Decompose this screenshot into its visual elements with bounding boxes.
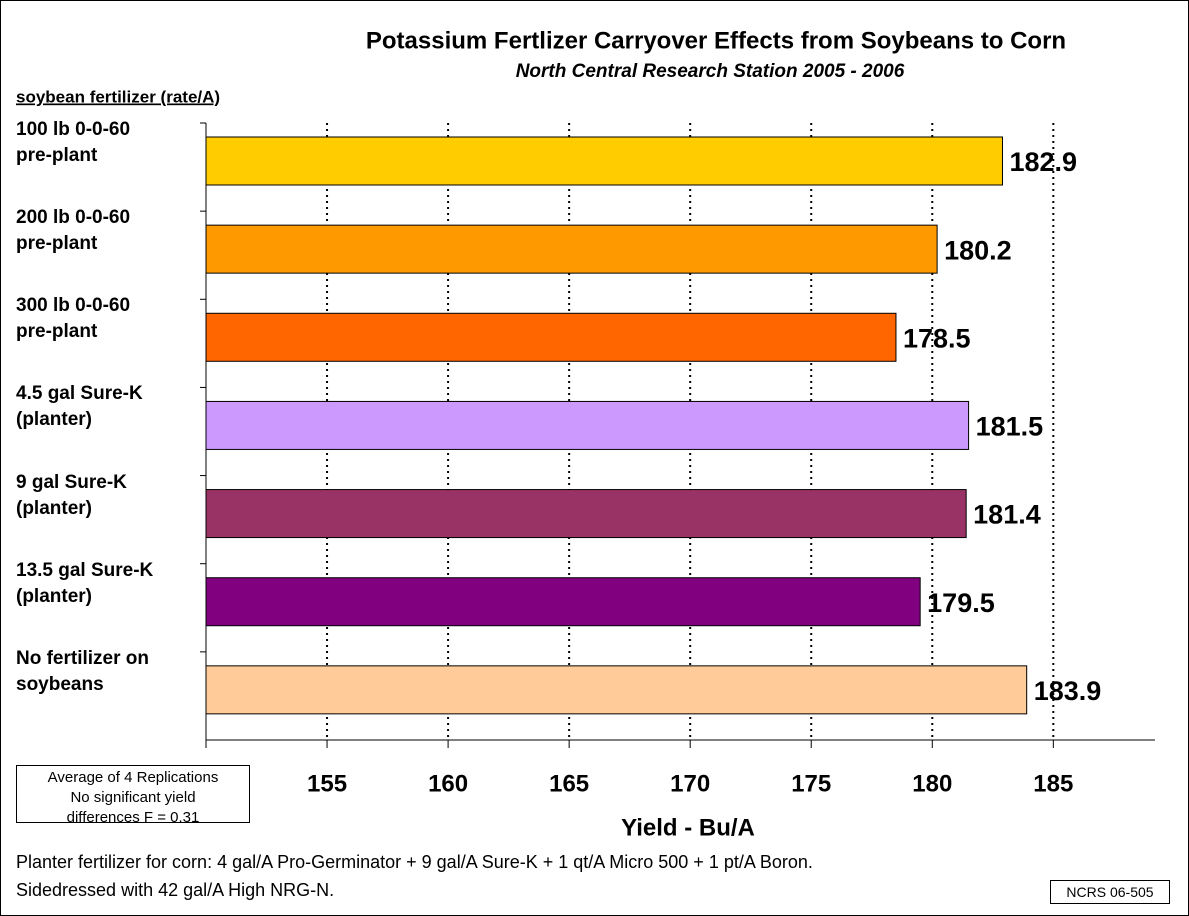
bar xyxy=(205,577,921,627)
x-tick-label: 180 xyxy=(912,770,952,797)
value-label: 180.2 xyxy=(944,235,1012,265)
y-tick-label: 13.5 gal Sure-K (planter) xyxy=(16,559,154,607)
x-tick-label: 175 xyxy=(791,770,831,797)
y-tick-label: 200 lb 0-0-60 pre-plant xyxy=(16,207,131,255)
bar xyxy=(205,665,1028,715)
code-box: NCRS 06-505 xyxy=(1050,880,1170,904)
y-tick-label: 4.5 gal Sure-K (planter) xyxy=(16,383,143,431)
x-tick-label: 155 xyxy=(307,770,347,797)
annotation-box: Average of 4 Replications No significant… xyxy=(16,765,250,826)
y-tick-label: 9 gal Sure-K (planter) xyxy=(16,471,127,519)
x-tick-label: 185 xyxy=(1033,770,1073,797)
bar xyxy=(205,400,970,450)
annotation-line: No significant yield xyxy=(70,789,196,806)
x-tick-label: 160 xyxy=(428,770,468,797)
chart-title: Potassium Fertlizer Carryover Effects fr… xyxy=(366,27,1066,54)
bar xyxy=(205,136,1003,186)
value-label: 183.9 xyxy=(1034,676,1102,706)
chart-subtitle: North Central Research Station 2005 - 20… xyxy=(516,61,905,82)
bar xyxy=(205,224,938,274)
y-tick-label: 300 lb 0-0-60 pre-plant xyxy=(16,295,131,343)
y-tick-label: No fertilizer on soybeans xyxy=(16,647,150,695)
x-tick-label: 170 xyxy=(670,770,710,797)
footnote: Planter fertilizer for corn: 4 gal/A Pro… xyxy=(16,852,813,872)
value-label: 181.5 xyxy=(976,412,1044,442)
y-tick-label: 100 lb 0-0-60 pre-plant xyxy=(16,119,131,166)
annotation-line: Average of 4 Replications xyxy=(47,769,219,786)
x-tick-label: 165 xyxy=(549,770,589,797)
value-label: 181.4 xyxy=(973,500,1041,530)
value-label: 182.9 xyxy=(1009,147,1077,177)
annotation-line: differences F = 0.31 xyxy=(66,809,200,826)
value-label: 178.5 xyxy=(903,323,971,353)
y-axis-title: soybean fertilizer (rate/A) xyxy=(16,87,220,106)
value-label: 179.5 xyxy=(927,588,995,618)
x-axis-title: Yield - Bu/A xyxy=(621,814,755,841)
footnote: Sidedressed with 42 gal/A High NRG-N. xyxy=(16,880,335,900)
bar xyxy=(205,489,967,539)
bar xyxy=(205,312,897,362)
